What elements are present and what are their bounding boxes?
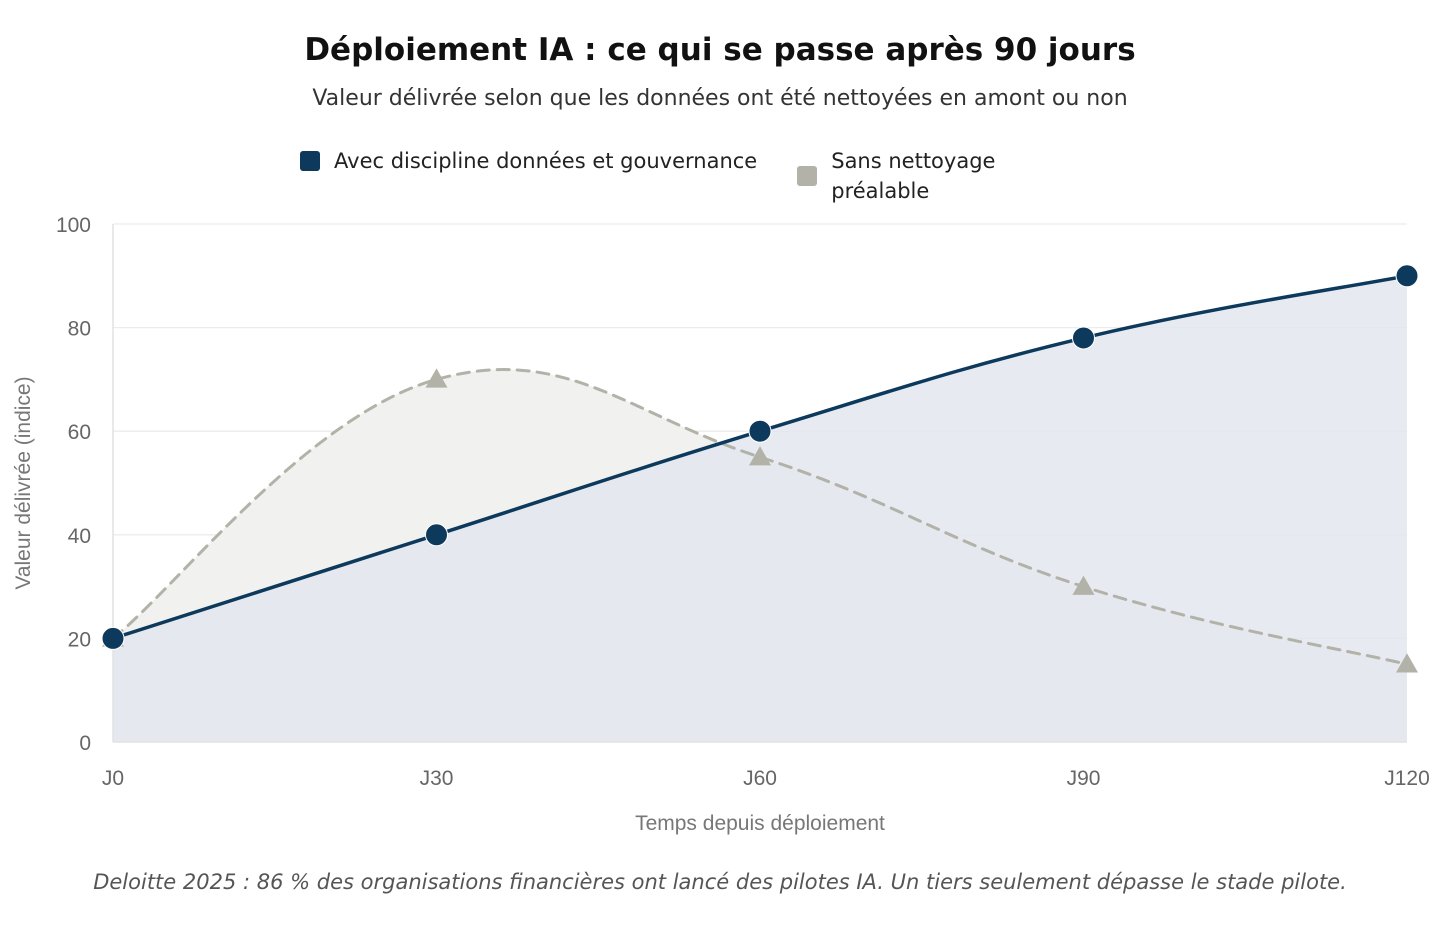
x-tick-label: J120 (1384, 767, 1430, 790)
point-marker-with-governance[interactable] (1395, 264, 1419, 288)
x-axis-title: Temps depuis déploiement (635, 812, 885, 835)
axes (112, 224, 1407, 743)
y-tick-label: 20 (68, 628, 91, 651)
legend-label-without-cleaning-line-2: préalable (831, 179, 930, 203)
legend-swatch-with-governance (300, 151, 320, 171)
axis-labels: 0 20 40 60 80 100 J0 J30 J60 J90 J120 Temps depuis … (12, 214, 1430, 835)
point-marker-with-governance[interactable] (425, 523, 448, 547)
point-marker-without-cleaning[interactable] (1396, 653, 1418, 673)
line-chart: 0 20 40 60 80 100 J0 J30 J60 J90 J120 Temps depuis … (12, 214, 1430, 835)
point-marker-without-cleaning[interactable] (1072, 575, 1095, 595)
series-area-0 (113, 275, 1407, 742)
series-line-1 (111, 368, 1409, 666)
chart-subtitle: Valeur délivrée selon que les données on… (312, 86, 1128, 111)
chart-title: Déploiement IA : ce qui se passe après 9… (304, 32, 1136, 68)
y-axis-title: Valeur délivrée (indice) (12, 376, 35, 589)
point-marker-with-governance[interactable] (101, 626, 125, 650)
chart-legend: Avec discipline données et gouvernance S… (300, 146, 997, 206)
x-tick-label: J30 (420, 767, 454, 790)
point-marker-without-cleaning[interactable] (425, 368, 448, 388)
footnote: Deloitte 2025 : 86 % des organisations f… (93, 870, 1347, 894)
y-tick-label: 40 (68, 525, 91, 548)
series-markers (101, 264, 1419, 673)
legend-item-with-governance[interactable]: Avec discipline données et gouvernance (300, 146, 757, 176)
legend-item-without-cleaning[interactable]: Sans nettoyage préalable (797, 146, 997, 206)
legend-label-with-governance: Avec discipline données et gouvernance (334, 149, 758, 173)
area-fills (113, 275, 1407, 742)
point-marker-with-governance[interactable] (748, 419, 772, 443)
x-tick-label: J60 (743, 767, 777, 790)
y-tick-label: 0 (79, 732, 91, 755)
point-marker-with-governance[interactable] (1072, 326, 1095, 350)
x-tick-label: J0 (102, 767, 124, 790)
y-tick-label: 100 (56, 214, 91, 237)
legend-swatch-without-cleaning (797, 166, 818, 186)
y-tick-label: 60 (68, 421, 91, 444)
legend-label-without-cleaning: Sans nettoyage préalable (831, 146, 995, 206)
point-marker-without-cleaning[interactable] (749, 446, 771, 466)
legend-label-without-cleaning-line-1: Sans nettoyage (831, 149, 996, 173)
x-tick-label: J90 (1067, 767, 1101, 790)
y-tick-label: 80 (68, 318, 91, 341)
